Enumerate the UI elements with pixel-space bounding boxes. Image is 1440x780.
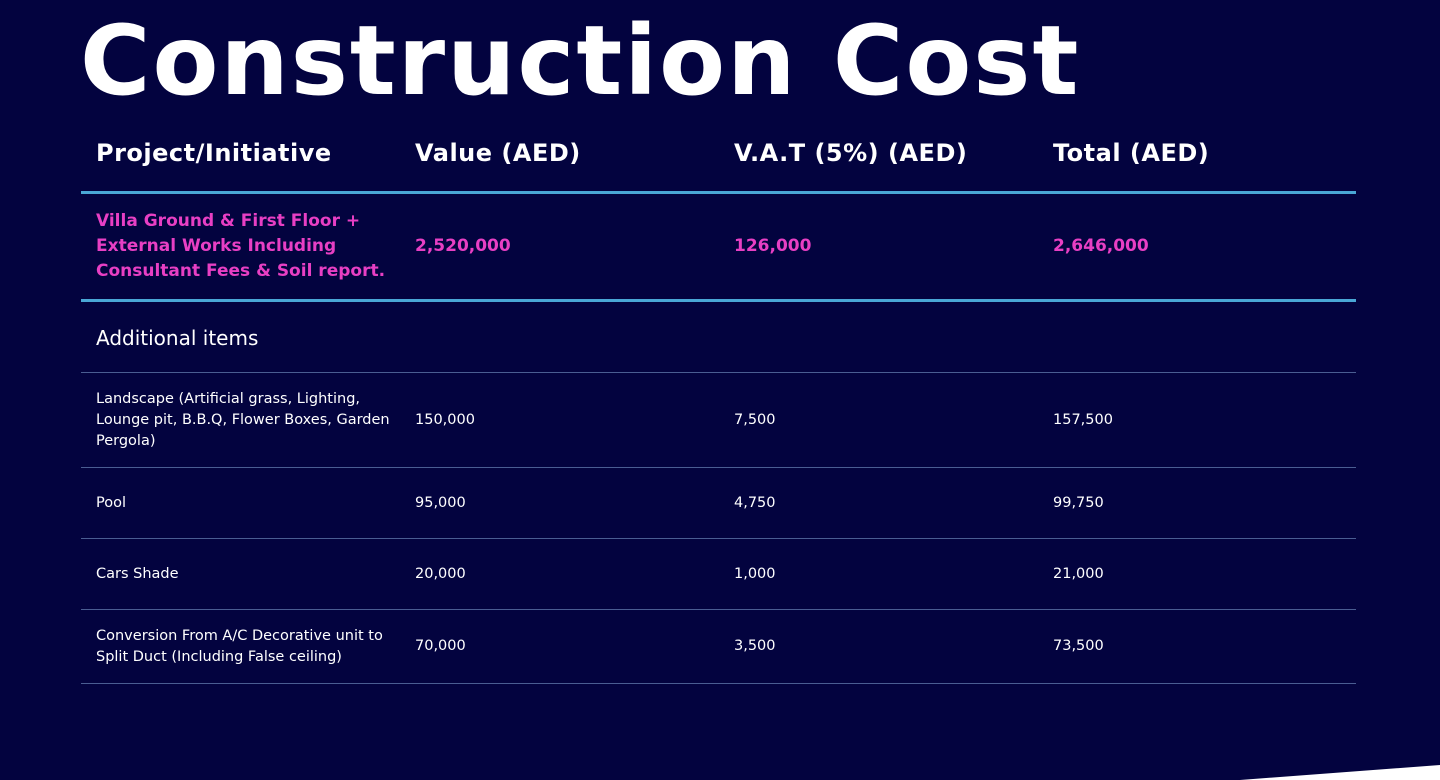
header-vat: V.A.T (5%) (AED): [734, 138, 968, 167]
additional-items-heading-row: Additional items: [81, 302, 1356, 373]
item-total: 73,500: [1053, 638, 1104, 654]
section-label: Additional items: [96, 326, 259, 350]
item-project: Cars Shade: [96, 565, 179, 582]
header-total: Total (AED): [1053, 138, 1210, 167]
main-project-name: Villa Ground & First Floor + External Wo…: [96, 211, 386, 281]
item-project: Landscape (Artificial grass, Lighting, L…: [96, 390, 390, 449]
cost-table: Project/Initiative Value (AED) V.A.T (5%…: [81, 110, 1356, 684]
item-value: 20,000: [415, 565, 466, 582]
item-total: 157,500: [1053, 411, 1113, 428]
item-project: Pool: [96, 494, 126, 511]
header-project: Project/Initiative: [96, 138, 332, 167]
main-project-value: 2,520,000: [415, 236, 511, 256]
table-row: Cars Shade 20,000 1,000 21,000: [81, 539, 1356, 610]
table-row: Conversion From A/C Decorative unit to S…: [81, 610, 1356, 684]
table-header-row: Project/Initiative Value (AED) V.A.T (5%…: [81, 110, 1356, 194]
item-project: Conversion From A/C Decorative unit to S…: [96, 627, 383, 665]
main-project-vat: 126,000: [734, 236, 812, 256]
page-title: Construction Cost: [80, 5, 1081, 117]
item-vat: 1,000: [734, 565, 776, 582]
main-project-row: Villa Ground & First Floor + External Wo…: [81, 194, 1356, 302]
item-total: 99,750: [1053, 494, 1104, 511]
item-vat: 3,500: [734, 638, 776, 654]
item-total: 21,000: [1053, 565, 1104, 582]
main-project-total: 2,646,000: [1053, 236, 1149, 256]
table-row: Pool 95,000 4,750 99,750: [81, 468, 1356, 539]
item-value: 150,000: [415, 411, 475, 428]
item-vat: 7,500: [734, 411, 776, 428]
item-value: 70,000: [415, 638, 466, 654]
item-value: 95,000: [415, 494, 466, 511]
item-vat: 4,750: [734, 494, 776, 511]
table-row: Landscape (Artificial grass, Lighting, L…: [81, 373, 1356, 468]
header-value: Value (AED): [415, 138, 581, 167]
